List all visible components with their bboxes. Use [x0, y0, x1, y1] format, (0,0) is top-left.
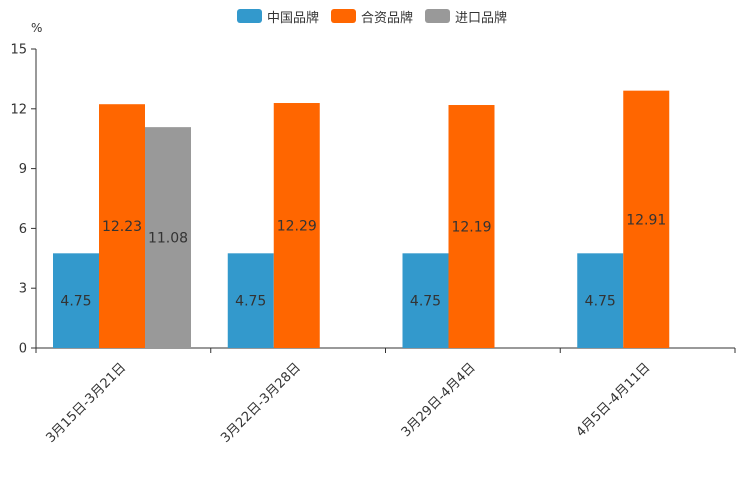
bar — [145, 127, 191, 348]
legend-item-imported-brand[interactable]: 进口品牌 — [425, 7, 507, 26]
legend-label-china-brand: 中国品牌 — [266, 10, 319, 26]
bar — [402, 253, 449, 348]
bar — [53, 253, 99, 348]
y-tick-label: 6 — [19, 222, 27, 237]
bar — [99, 104, 145, 348]
bar-value-label: 12.91 — [626, 212, 666, 228]
y-axis-unit: % — [31, 21, 43, 35]
bar-value-label: 11.08 — [148, 231, 188, 247]
legend: 中国品牌 合资品牌 进口品牌 — [0, 7, 744, 26]
legend-label-joint-venture-brand: 合资品牌 — [360, 10, 413, 26]
legend-swatch-china-brand — [236, 9, 262, 23]
y-tick-label: 9 — [19, 162, 27, 177]
y-tick-label: 3 — [19, 282, 27, 297]
bar-value-label: 12.19 — [451, 220, 491, 236]
bar — [623, 90, 670, 348]
x-tick-label: 3月15日-3月21日 — [43, 360, 129, 446]
y-tick-label: 15 — [10, 43, 27, 58]
legend-item-joint-venture-brand[interactable]: 合资品牌 — [330, 7, 413, 26]
bar-value-label: 12.29 — [277, 219, 317, 235]
y-tick-label: 0 — [19, 342, 27, 357]
x-tick-label: 4月5日-4月11日 — [574, 360, 654, 440]
bar-value-label: 4.75 — [60, 294, 91, 310]
bar-value-label: 12.23 — [102, 219, 142, 235]
x-tick-label: 3月29日-4月4日 — [399, 360, 479, 440]
x-tick-label: 3月22日-3月28日 — [218, 360, 304, 446]
y-tick-label: 12 — [10, 102, 27, 117]
bar — [273, 103, 320, 348]
bar-value-label: 4.75 — [585, 294, 616, 310]
legend-item-china-brand[interactable]: 中国品牌 — [236, 7, 319, 26]
bar — [448, 105, 495, 348]
legend-swatch-imported-brand — [425, 9, 450, 23]
bar — [577, 253, 624, 348]
bar-value-label: 4.75 — [410, 294, 441, 310]
bar — [227, 253, 274, 348]
legend-swatch-joint-venture-brand — [330, 9, 356, 23]
legend-label-imported-brand: 进口品牌 — [455, 10, 508, 26]
bar-value-label: 4.75 — [235, 294, 266, 310]
